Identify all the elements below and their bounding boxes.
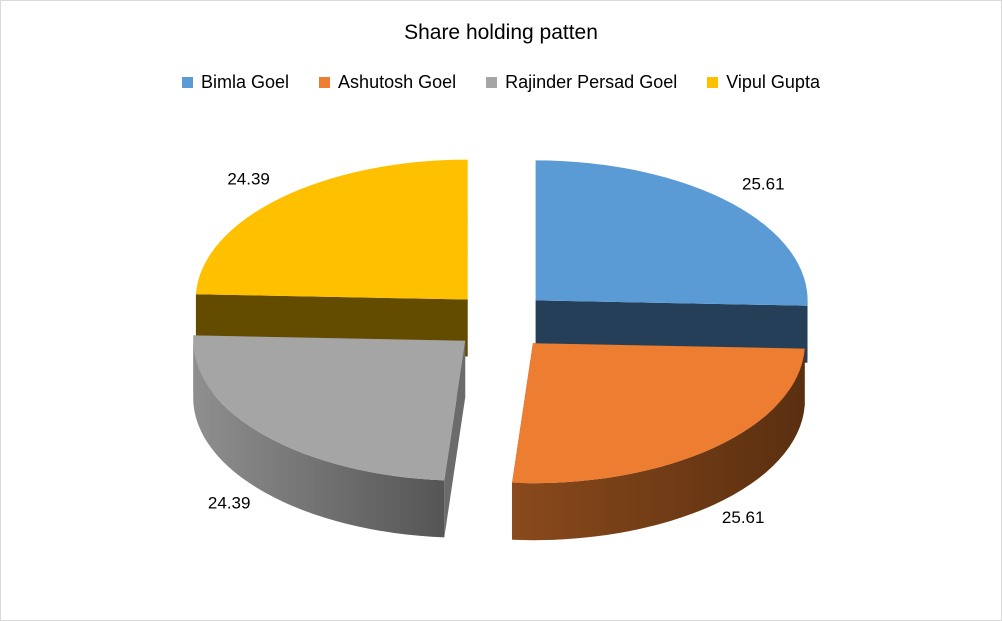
legend-swatch-ashutosh-goel — [319, 77, 331, 88]
pie-slice-vipul-gupta — [195, 159, 468, 357]
data-label-bimla-goel: 25.61 — [742, 175, 785, 194]
pie-data-labels: 25.61 25.61 24.39 24.39 — [208, 170, 785, 527]
data-label-vipul-gupta: 24.39 — [227, 170, 270, 189]
pie-slice-top-vipul-gupta — [195, 159, 468, 300]
legend-label-rajinder-persad-goel: Rajinder Persad Goel — [505, 72, 678, 92]
data-label-rajinder-persad-goel: 24.39 — [208, 493, 251, 512]
pie-slice-top-bimla-goel — [535, 160, 808, 306]
pie-slice-rajinder-persad-goel — [193, 335, 466, 538]
legend-swatch-bimla-goel — [182, 77, 194, 88]
legend-item-ashutosh-goel: Ashutosh Goel — [319, 72, 456, 93]
pie-slice-top-rajinder-persad-goel — [193, 335, 466, 481]
legend-swatch-vipul-gupta — [707, 77, 719, 88]
legend: Bimla Goel Ashutosh Goel Rajinder Persad… — [1, 72, 1001, 93]
pie-slices — [193, 159, 808, 541]
legend-item-vipul-gupta: Vipul Gupta — [707, 72, 820, 93]
pie-slice-side-ashutosh-goel — [512, 348, 805, 541]
chart-title: Share holding patten — [404, 21, 598, 44]
pie-slice-side-rajinder-persad-goel — [193, 340, 445, 538]
pie-slice-ashutosh-goel — [512, 343, 805, 541]
legend-label-vipul-gupta: Vipul Gupta — [726, 72, 820, 92]
legend-item-rajinder-persad-goel: Rajinder Persad Goel — [486, 72, 677, 93]
legend-label-ashutosh-goel: Ashutosh Goel — [338, 72, 457, 92]
legend-swatch-rajinder-persad-goel — [486, 77, 498, 88]
legend-item-bimla-goel: Bimla Goel — [182, 72, 289, 93]
data-label-ashutosh-goel: 25.61 — [722, 508, 765, 527]
legend-label-bimla-goel: Bimla Goel — [201, 72, 290, 92]
pie-slice-top-ashutosh-goel — [512, 343, 805, 484]
